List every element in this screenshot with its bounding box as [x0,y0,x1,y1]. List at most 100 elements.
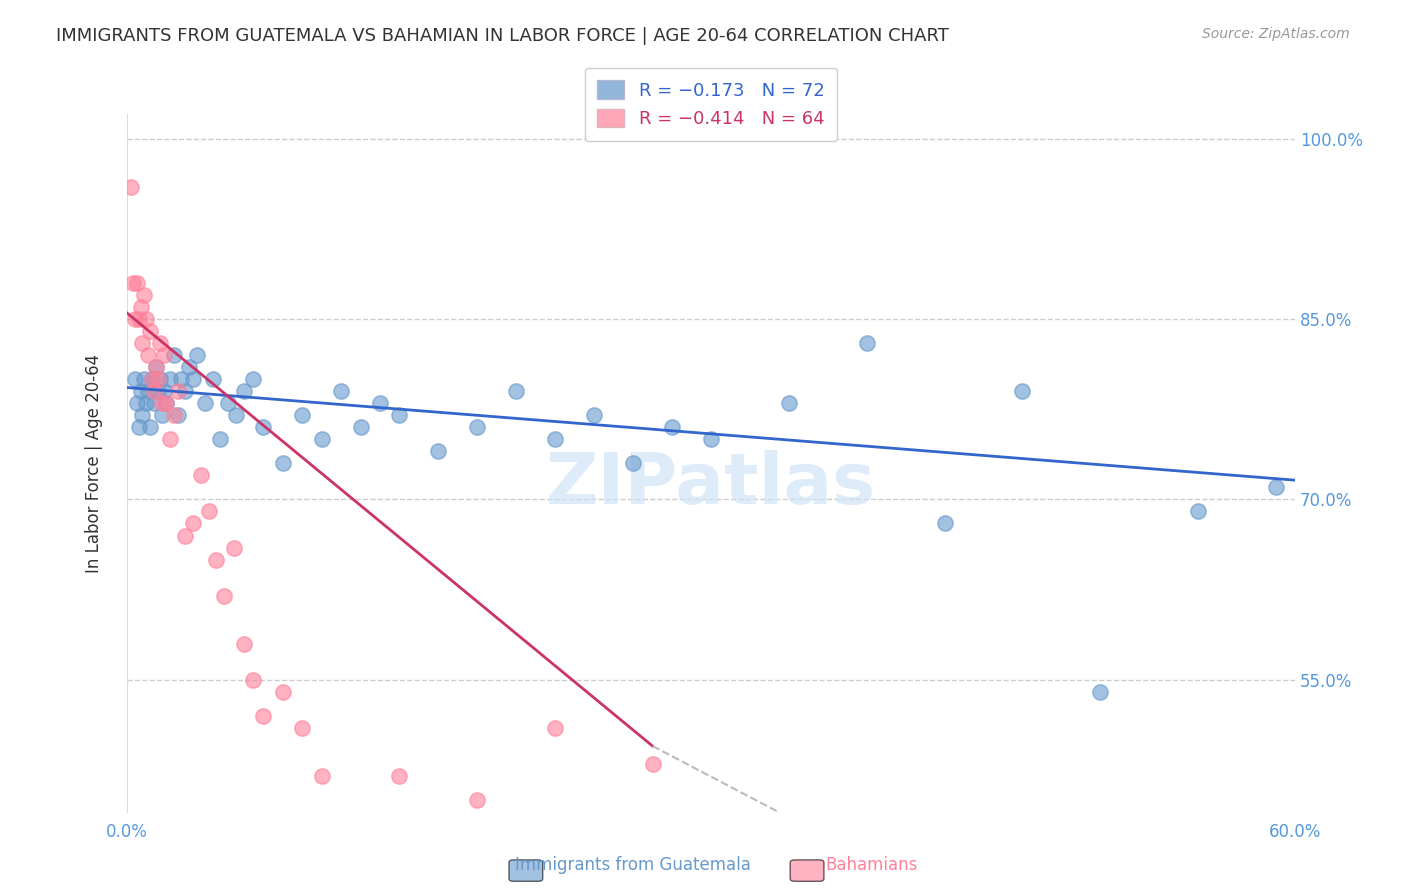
Point [129,384,152,398]
Point [162,408,184,422]
Point [330,384,353,398]
Point [641,757,664,772]
Point [544,721,567,735]
Point [145,360,167,375]
Point [291,721,314,735]
Point [201,372,224,386]
Point [124,372,146,386]
Point [136,384,159,398]
Point [135,312,157,326]
Point [194,396,217,410]
Point [427,444,450,458]
Point [170,372,193,386]
Point [252,420,274,434]
Point [150,396,173,410]
Point [145,360,167,375]
Point [467,793,489,807]
Point [190,468,212,483]
Point [134,288,156,302]
Point [125,396,148,410]
Point [120,179,142,194]
Point [146,384,169,398]
Point [134,372,156,386]
Point [162,348,184,362]
Point [143,396,166,410]
Text: Source: ZipAtlas.com: Source: ZipAtlas.com [1202,27,1350,41]
Point [166,408,188,422]
Point [209,432,232,446]
Point [141,372,163,386]
Point [700,432,723,446]
Point [159,432,181,446]
Point [583,408,606,422]
Point [125,276,148,290]
Point [143,384,166,398]
Point [349,420,371,434]
Point [467,420,489,434]
Point [135,396,157,410]
Point [388,769,411,783]
Point [149,372,172,386]
Text: Bahamians: Bahamians [825,856,918,874]
Point [129,300,152,314]
Point [128,420,150,434]
Legend: R = −0.173   N = 72, R = −0.414   N = 64: R = −0.173 N = 72, R = −0.414 N = 64 [585,68,837,141]
Point [141,372,163,386]
Point [311,769,333,783]
Point [271,456,294,470]
Point [131,408,153,422]
Point [544,432,567,446]
Point [1011,384,1033,398]
Point [217,396,239,410]
Point [225,408,247,422]
Point [222,541,245,555]
Point [232,384,254,398]
Point [166,384,188,398]
Point [232,637,254,651]
Point [1264,480,1286,494]
Point [146,372,169,386]
Point [155,396,177,410]
Point [505,384,527,398]
Point [124,312,146,326]
Point [388,408,411,422]
Text: ZIPatlas: ZIPatlas [546,450,876,519]
Point [271,685,294,699]
Point [291,408,314,422]
Point [153,348,176,362]
Point [174,384,197,398]
Point [778,396,800,410]
Y-axis label: In Labor Force | Age 20-64: In Labor Force | Age 20-64 [86,354,103,573]
Point [136,348,159,362]
Point [242,673,264,687]
Text: IMMIGRANTS FROM GUATEMALA VS BAHAMIAN IN LABOR FORCE | AGE 20-64 CORRELATION CHA: IMMIGRANTS FROM GUATEMALA VS BAHAMIAN IN… [56,27,949,45]
Point [181,516,204,531]
Point [155,396,177,410]
Point [179,360,201,375]
Point [252,709,274,723]
Point [128,312,150,326]
Point [174,528,197,542]
Point [311,432,333,446]
Point [934,516,956,531]
Point [621,456,644,470]
Point [139,324,162,338]
Point [159,372,181,386]
Point [121,276,143,290]
Point [661,420,683,434]
Point [181,372,204,386]
Text: Immigrants from Guatemala: Immigrants from Guatemala [515,856,751,874]
Point [855,336,877,351]
Point [197,504,219,518]
Point [1090,685,1112,699]
Point [153,384,176,398]
Point [368,396,391,410]
Point [186,348,208,362]
Point [1187,504,1209,518]
Point [212,589,235,603]
Point [205,552,228,566]
Point [150,408,173,422]
Point [149,336,172,351]
Point [242,372,264,386]
Point [131,336,153,351]
